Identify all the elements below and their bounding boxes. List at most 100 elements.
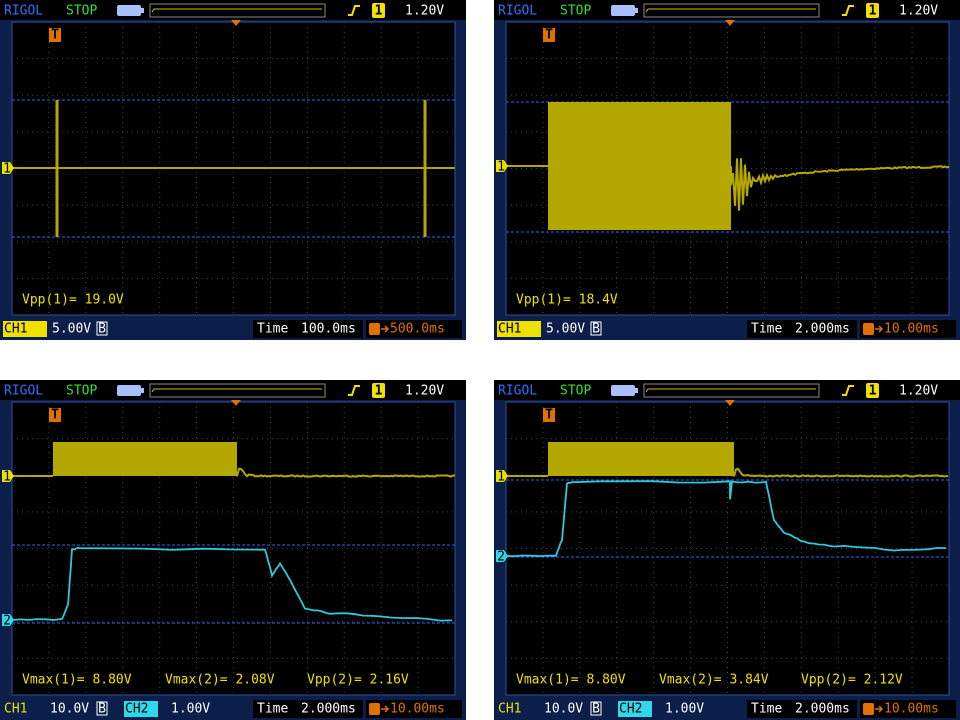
memory-wave <box>645 8 816 13</box>
offset-arrow <box>875 325 884 333</box>
trigger-arrow <box>231 20 241 26</box>
trigger-marker: T <box>545 408 553 423</box>
bw-icon-box <box>96 701 108 716</box>
channel-scale: 1.00V <box>171 702 210 717</box>
trigger-arrow <box>725 400 735 406</box>
measurement: Vpp(1)= 19.0V <box>22 293 124 308</box>
time-box <box>747 700 857 718</box>
channel-scale: 5.00V <box>546 322 585 337</box>
battery-icon <box>611 5 635 16</box>
trigger-source: 1 <box>375 384 383 399</box>
channel-marker-shape <box>2 614 14 626</box>
trigger-edge-icon <box>348 385 360 396</box>
trace-spike <box>55 100 59 237</box>
offset-icon <box>369 703 380 715</box>
trigger-marker: T <box>51 28 59 43</box>
bw-icon-box <box>590 701 602 716</box>
memory-wave <box>645 388 816 393</box>
time-box <box>253 320 363 338</box>
trigger-marker-box <box>543 408 555 422</box>
offset-arrow <box>381 705 390 713</box>
offset-arrow <box>381 325 390 333</box>
trace-ch1 <box>236 467 456 478</box>
channel-marker: 1 <box>497 470 505 485</box>
memory-bar <box>149 3 326 18</box>
measurement: Vpp(2)= 2.16V <box>307 673 409 688</box>
battery-tip <box>141 8 144 13</box>
scope-screen: 1 2 T RIGOL STOP 1 1.20V Vmax(1)= 8.80V Vmax(2)=… <box>494 380 960 720</box>
channel-marker: 1 <box>3 162 11 177</box>
run-status: STOP <box>66 384 97 399</box>
battery-icon <box>117 385 141 396</box>
channel-marker-shape <box>2 470 14 482</box>
trigger-edge-icon <box>348 5 360 16</box>
trigger-offset: 500.0ms <box>390 322 445 337</box>
offset-icon <box>369 323 380 335</box>
channel-label-box <box>497 321 541 337</box>
channel-name: CH1 <box>4 322 27 337</box>
trigger-offset: 10.00ms <box>884 702 939 717</box>
measurement: Vpp(1)= 18.4V <box>516 293 618 308</box>
battery-icon <box>611 385 635 396</box>
channel-marker-shape <box>496 470 508 482</box>
trace-ch1 <box>730 158 950 211</box>
time-box <box>747 320 857 338</box>
bw-icon: B <box>98 702 106 717</box>
trace-ch2 <box>505 480 947 558</box>
trigger-arrow <box>725 20 735 26</box>
channel-label-box <box>618 701 652 717</box>
trigger-source: 1 <box>869 4 877 19</box>
battery-tip <box>635 388 638 393</box>
time-label: Time <box>257 322 288 337</box>
offset-icon <box>863 703 874 715</box>
brand: RIGOL <box>498 384 537 399</box>
bw-icon: B <box>98 322 106 337</box>
memory-bar <box>643 3 820 18</box>
trigger-edge-icon <box>842 5 854 16</box>
time-label: Time <box>751 702 782 717</box>
brand: RIGOL <box>498 4 537 19</box>
offset-box <box>366 700 462 718</box>
offset-box <box>860 320 956 338</box>
run-status: STOP <box>66 4 97 19</box>
trigger-marker-box <box>49 28 61 42</box>
trigger-edge-icon <box>842 385 854 396</box>
brand: RIGOL <box>4 4 43 19</box>
time-label: Time <box>751 322 782 337</box>
channel-scale: 1.00V <box>665 702 704 717</box>
trigger-level: 1.20V <box>899 384 938 399</box>
channel-name: CH1 <box>498 322 521 337</box>
bw-icon: B <box>592 322 600 337</box>
trigger-arrow <box>231 400 241 406</box>
trace-burst <box>548 442 734 476</box>
channel-marker-shape <box>2 162 14 174</box>
measurement: Vmax(1)= 8.80V <box>516 673 626 688</box>
trigger-source-box <box>866 3 879 18</box>
scope-screen: 1 T RIGOL STOP 1 1.20V Vpp(1)= 19.0V CH1 5.00V B T… <box>0 0 466 340</box>
trigger-marker-box <box>49 408 61 422</box>
channel-label-box <box>3 321 47 337</box>
trigger-offset: 10.00ms <box>884 322 939 337</box>
time-box <box>253 700 363 718</box>
trigger-source-box <box>372 3 385 18</box>
channel-marker: 1 <box>497 160 505 175</box>
memory-wave <box>151 388 322 393</box>
channel-marker-shape <box>496 550 508 562</box>
trigger-source-box <box>372 383 385 398</box>
run-status: STOP <box>560 384 591 399</box>
channel-marker-shape <box>496 160 508 172</box>
offset-arrow <box>875 705 884 713</box>
trigger-level: 1.20V <box>405 384 444 399</box>
measurement: Vmax(1)= 8.80V <box>22 673 132 688</box>
bw-icon-box <box>96 321 108 336</box>
trigger-marker: T <box>545 28 553 43</box>
brand: RIGOL <box>4 384 43 399</box>
trace-burst <box>548 102 731 230</box>
battery-icon <box>117 5 141 16</box>
measurement: Vmax(2)= 2.08V <box>165 673 275 688</box>
trigger-source: 1 <box>869 384 877 399</box>
trigger-source: 1 <box>375 4 383 19</box>
bw-icon-box <box>590 321 602 336</box>
offset-box <box>366 320 462 338</box>
